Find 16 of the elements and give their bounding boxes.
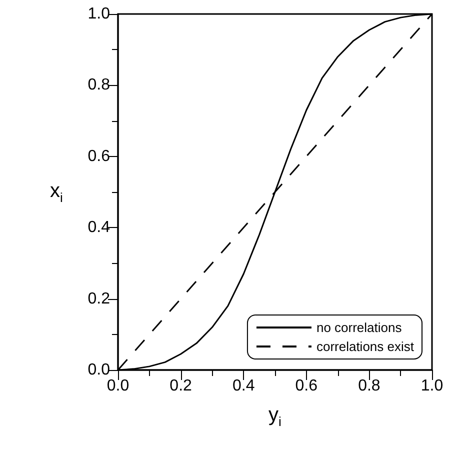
x-tick-label: 0.6 xyxy=(295,378,318,394)
x-tick-label: 0.4 xyxy=(232,378,255,394)
legend-label: correlations exist xyxy=(316,339,414,354)
x-tick-label: 1.0 xyxy=(420,378,444,394)
y-axis-title: x$_{i}$ xyxy=(50,180,63,204)
x-axis-title: y$_{i}$ xyxy=(268,404,282,429)
y-tick-label: 0.2 xyxy=(88,290,110,308)
x-tick-label: 0.8 xyxy=(358,378,380,394)
y-tick-label: 1.0 xyxy=(88,6,110,22)
y-tick-label: 0.4 xyxy=(88,219,110,236)
y-tick-label: 0.0 xyxy=(88,362,110,378)
x-tick-label: 0.0 xyxy=(106,378,130,394)
y-tick-label: 0.8 xyxy=(88,76,110,94)
x-tick-label: 0.2 xyxy=(170,378,192,394)
y-tick-label: 0.6 xyxy=(88,148,110,165)
legend-label: no correlations xyxy=(316,320,402,335)
